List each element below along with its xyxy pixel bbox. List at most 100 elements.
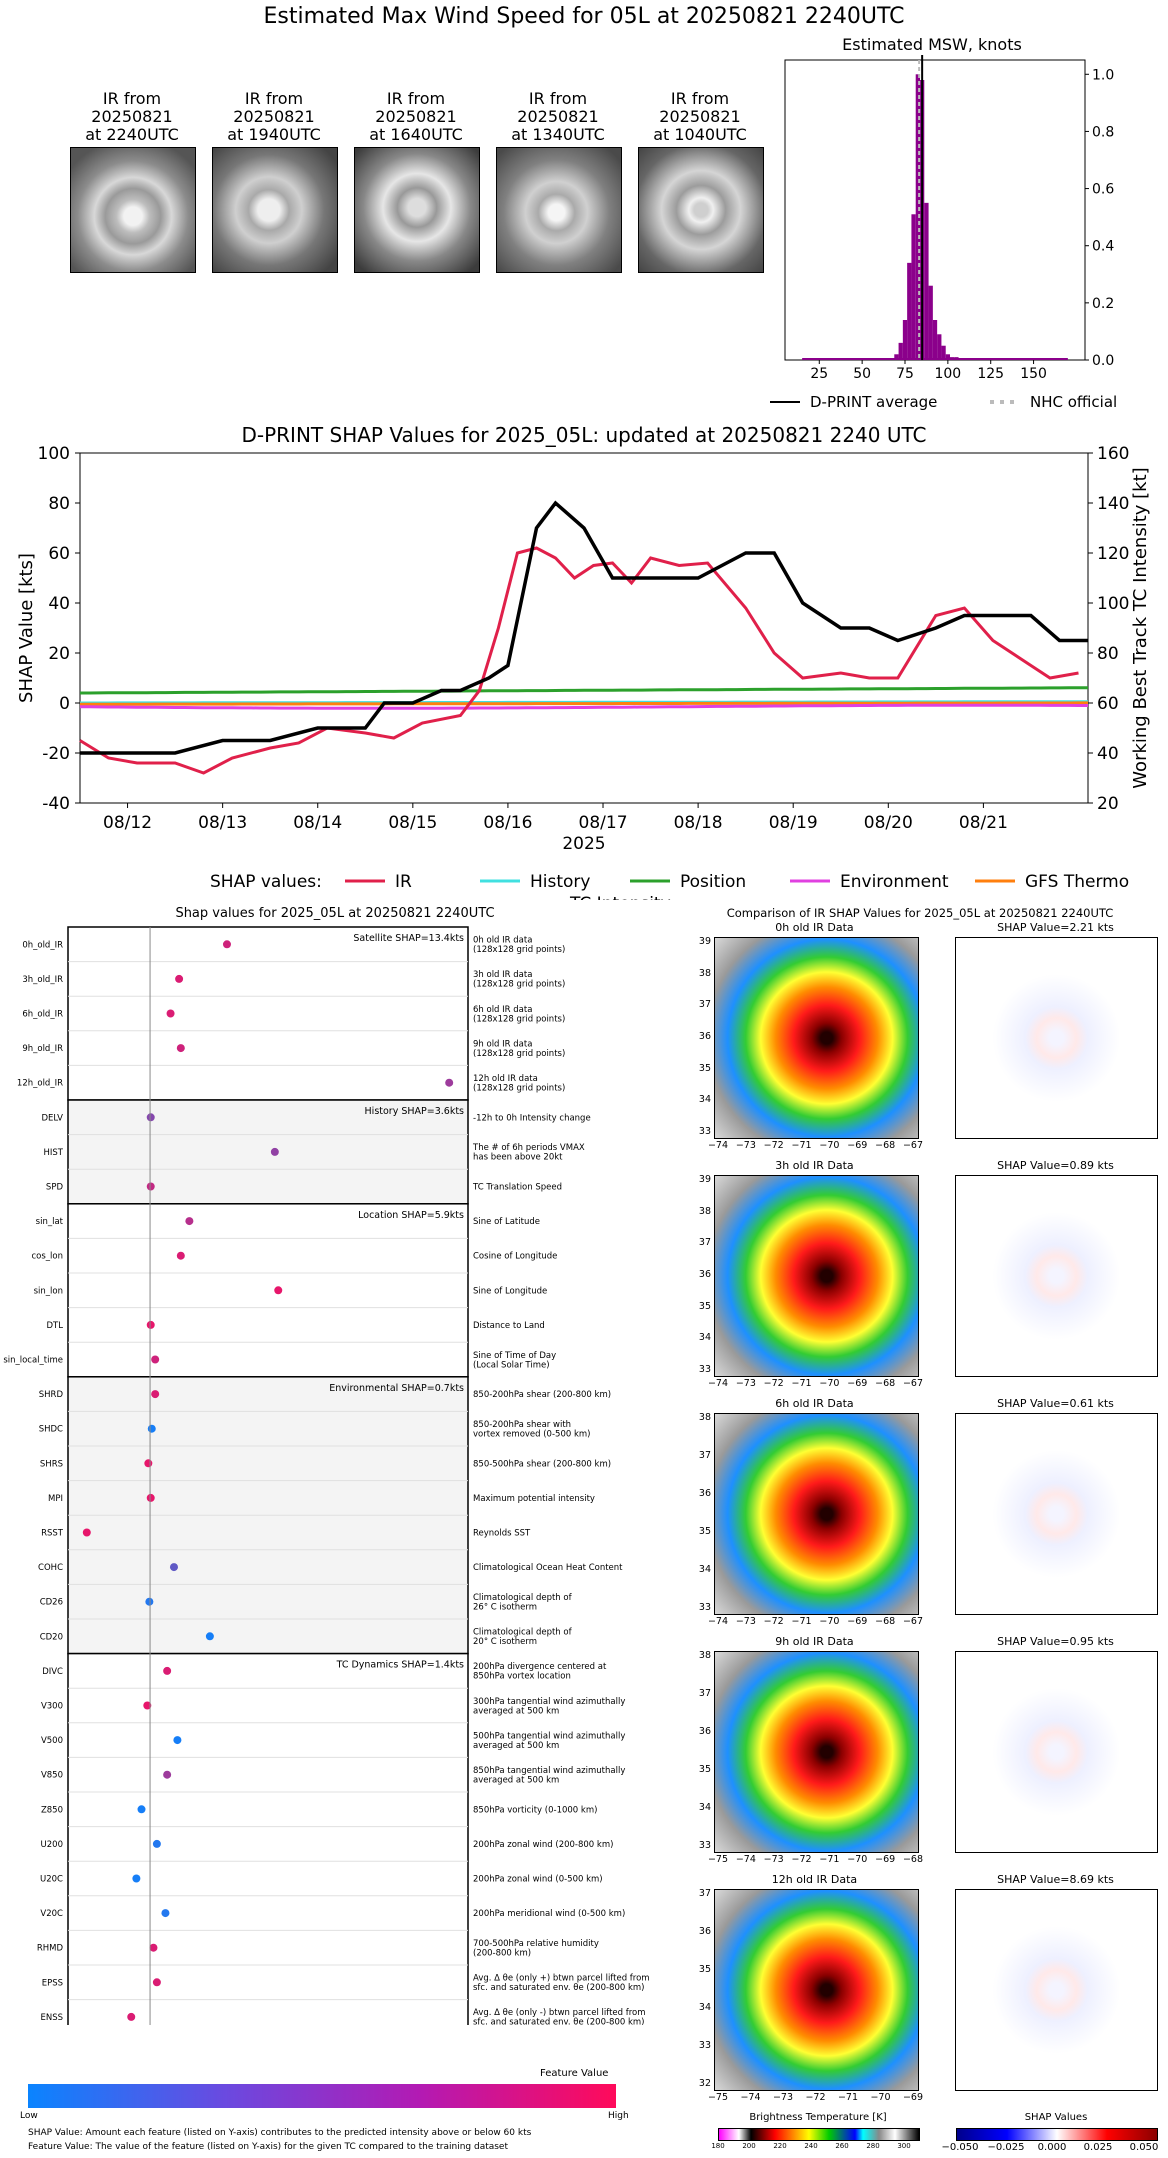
x-tick-label: 08/12: [103, 813, 152, 833]
ir-lat-tick: 33: [698, 2040, 711, 2051]
feature-description: 26° C isotherm: [473, 1602, 537, 1612]
ir-lon-tick: −73: [735, 1378, 756, 1389]
legend-label: Environment: [840, 872, 949, 892]
ir-lat-tick: 38: [698, 1205, 711, 1217]
x-tick-label: 08/18: [674, 813, 723, 833]
x-tick-label: 08/13: [198, 813, 247, 833]
series-position-line: [80, 686, 1089, 695]
feature-description: TC Translation Speed: [472, 1183, 562, 1193]
feature-name: 12h_old_IR: [17, 1079, 63, 1089]
bt-colorbar-tick: 220: [773, 2142, 787, 2150]
feature-name: ENSS: [40, 2013, 63, 2023]
feature-shap-point: [161, 1909, 170, 1918]
bt-colorbar-tick: 180: [711, 2142, 725, 2150]
histogram-bar: [924, 202, 929, 360]
feature-name: DELV: [41, 1113, 63, 1123]
feature-shap-point: [173, 1736, 182, 1745]
feature-shap-point: [146, 1320, 155, 1329]
feature-description: 850hPa vortex location: [473, 1672, 571, 1682]
ir-thumbnail-image: [354, 147, 480, 273]
bt-colorbar-tick: 260: [835, 2142, 849, 2150]
shap-map-image: [955, 937, 1158, 1139]
feature-description: 850hPa tangential wind azimuthally: [473, 1766, 625, 1776]
feature-description: (128x128 grid points): [473, 1083, 565, 1093]
feature-shap-point: [163, 1666, 172, 1675]
ir-lon-tick: −70: [819, 1140, 840, 1151]
bt-colorbar-tick: 240: [804, 2142, 818, 2150]
ir-lat-tick: 36: [698, 1269, 711, 1280]
ir-lat-tick: 34: [698, 2002, 711, 2013]
y-tick-label: -20: [42, 744, 70, 764]
footnote-shap: SHAP Value: Amount each feature (listed …: [28, 2128, 532, 2138]
ir-color-image: [714, 1413, 919, 1615]
feature-name: 9h_old_IR: [22, 1044, 63, 1054]
feature-description: 20° C isotherm: [473, 1637, 537, 1647]
feature-name: 3h_old_IR: [22, 975, 63, 985]
ir-lon-tick: −74: [707, 1140, 729, 1151]
feature-shap-point: [176, 1251, 185, 1260]
y-tick-label: 0.4: [1092, 239, 1114, 255]
msw-histogram-title: Estimated MSW, knots: [842, 35, 1022, 54]
shap-colorbar-tick: 0.025: [1083, 2142, 1113, 2153]
feature-description: 200hPa zonal wind (0-500 km): [473, 1875, 603, 1885]
ir-color-image: [714, 1175, 919, 1377]
y-tick-label: 0.0: [1092, 353, 1114, 369]
feature-shap-point: [222, 940, 231, 949]
feature-shap-point: [82, 1528, 91, 1537]
main-title: Estimated Max Wind Speed for 05L at 2025…: [263, 4, 905, 29]
ir-lon-tick: −71: [791, 1378, 812, 1389]
feature-description: 850-200hPa shear with: [473, 1420, 571, 1430]
feature-description: 500hPa tangential wind azimuthally: [473, 1731, 625, 1741]
ir-thumbnail-image: [70, 147, 196, 273]
feature-group-label: Location SHAP=5.9kts: [358, 1210, 464, 1221]
shap-panel-title: SHAP Value=2.21 kts: [997, 921, 1114, 934]
x-tick-label: 75: [896, 366, 914, 382]
feature-description: 6h old IR data: [473, 1005, 532, 1015]
msw-histogram: 2550751001251500.00.20.40.60.81.0Relativ…: [770, 55, 1117, 411]
bt-colorbar-title: Brightness Temperature [K]: [749, 2112, 887, 2123]
ir-lon-tick: −67: [902, 1378, 924, 1389]
ir-lat-tick: 37: [698, 1450, 711, 1461]
feature-description: (128x128 grid points): [473, 945, 565, 955]
ir-lon-tick: −72: [805, 2092, 826, 2103]
ir-lon-tick: −73: [735, 1616, 756, 1627]
ir-thumbnail-image: [496, 147, 622, 273]
ir-thumbnail-image: [212, 147, 338, 273]
feature-name: DTL: [47, 1321, 64, 1331]
ir-lon-tick: −67: [902, 1140, 924, 1151]
shap-timeseries-chart: -40 -20 0 20 40 60 80 100 20 40 60 80 100 120 140 160 08…: [16, 445, 1151, 900]
ir-lat-tick: 36: [698, 1031, 711, 1042]
feature-shap-point: [127, 2012, 136, 2021]
x-tick-label: 08/19: [769, 813, 818, 833]
feature-name: sin_local_time: [3, 1356, 63, 1366]
x-tick-label: 150: [1020, 366, 1047, 382]
feature-shap-point: [152, 1839, 161, 1848]
feature-description: 0h old IR data: [473, 936, 532, 946]
feature-name: DIVC: [42, 1667, 63, 1677]
feature-shap-point: [146, 1493, 155, 1502]
ir-lon-tick: −68: [875, 1140, 896, 1151]
feature-description: 850-200hPa shear (200-800 km): [473, 1390, 611, 1400]
histogram-bar: [911, 214, 916, 360]
feature-description: 300hPa tangential wind azimuthally: [473, 1697, 625, 1707]
histogram-bar: [902, 320, 908, 360]
x-tick-label: 08/16: [483, 813, 532, 833]
feature-colorbar-low: Low: [20, 2111, 38, 2121]
legend-label: TC Intensity: [569, 894, 671, 900]
ir-lon-tick: −73: [735, 1140, 756, 1151]
y-tick-label: -40: [42, 794, 70, 814]
y-tick-label: 60: [48, 544, 70, 564]
ir-panel-title: 12h old IR Data: [771, 1873, 858, 1886]
feature-description: 850hPa vorticity (0-1000 km): [473, 1805, 597, 1815]
legend-dprint-label: D-PRINT average: [810, 393, 937, 411]
histogram-bar: [894, 354, 899, 360]
ir-lon-tick: −74: [735, 1854, 756, 1865]
ir-lon-tick: −74: [707, 1616, 729, 1627]
feature-group-panel: [67, 1203, 469, 1378]
feature-name: Z850: [41, 1805, 63, 1815]
feature-name: 0h_old_IR: [22, 940, 63, 950]
x-tick-label: 08/21: [959, 813, 1008, 833]
feature-name: V20C: [40, 1909, 63, 1919]
x-tick-label: 08/14: [293, 813, 342, 833]
y2-tick-label: 140: [1097, 494, 1129, 514]
